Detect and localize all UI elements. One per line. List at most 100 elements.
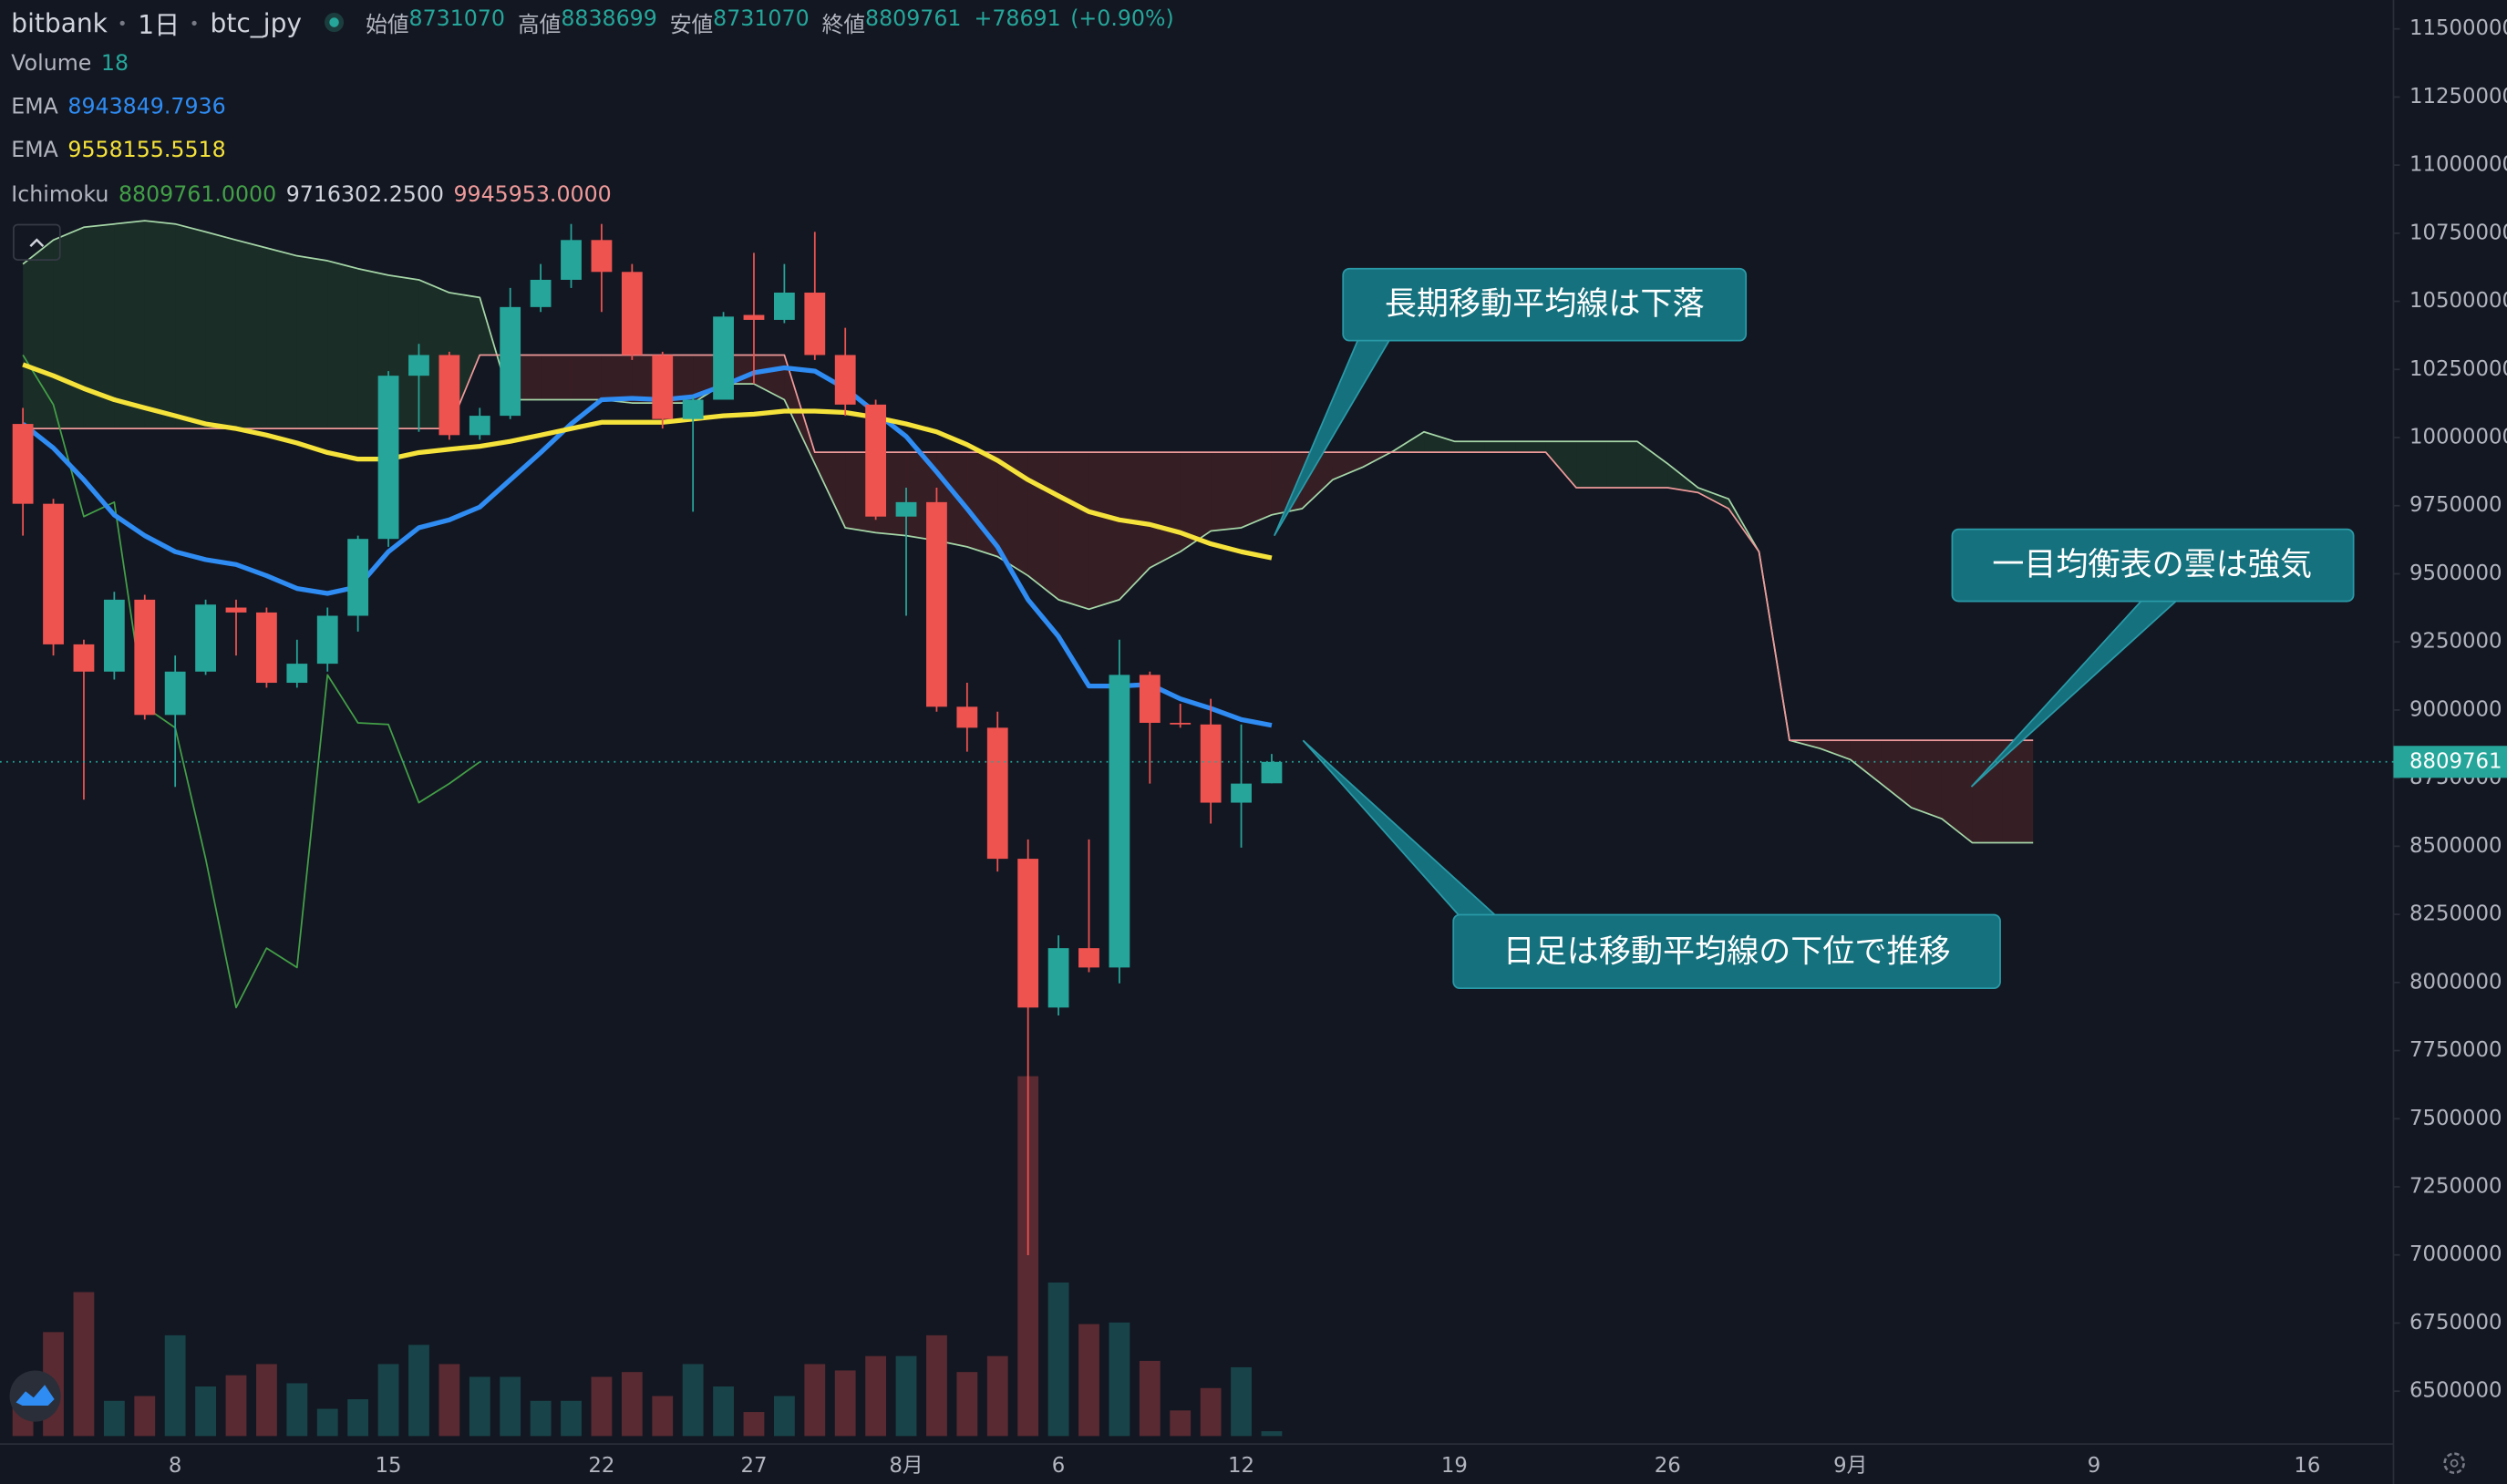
volume-bar bbox=[561, 1400, 582, 1437]
gear-icon[interactable] bbox=[2443, 1452, 2465, 1475]
cloud bbox=[1667, 463, 1698, 493]
y-tick-label: 8250000 bbox=[2409, 902, 2502, 926]
cloud bbox=[175, 223, 206, 429]
ema-line bbox=[22, 362, 1273, 561]
y-tick-label: 11500000 bbox=[2409, 16, 2507, 40]
volume-bar bbox=[1047, 1282, 1069, 1437]
candle-body bbox=[591, 240, 613, 273]
ohlc-label: 高値 bbox=[517, 13, 562, 39]
legend-name[interactable]: Volume bbox=[11, 51, 92, 77]
candle-body bbox=[926, 501, 947, 707]
cloud bbox=[296, 255, 328, 429]
candle-body bbox=[1261, 761, 1283, 784]
volume-bar bbox=[1200, 1387, 1222, 1437]
cloud bbox=[1911, 740, 1942, 819]
legend-row[interactable]: Volume 18 bbox=[11, 51, 129, 77]
callout: 長期移動平均線は下落 bbox=[1273, 267, 1748, 537]
x-tick-label: 19 bbox=[1441, 1454, 1468, 1478]
cloud bbox=[1941, 740, 1973, 843]
volume-bar bbox=[1170, 1410, 1192, 1437]
volume-bar bbox=[743, 1412, 765, 1437]
last-price-label: 8809761 bbox=[2409, 749, 2502, 773]
x-tick-label: 9 bbox=[2088, 1454, 2101, 1478]
ohlc-value: 8838699 bbox=[561, 6, 657, 33]
candle-body bbox=[1109, 675, 1130, 968]
x-tick-label: 8 bbox=[169, 1454, 182, 1478]
cloud bbox=[1424, 431, 1455, 453]
volume-bar bbox=[773, 1396, 795, 1437]
x-tick-label: 16 bbox=[2294, 1454, 2320, 1478]
cloud bbox=[997, 452, 1028, 576]
ohlc-value: 8809761 bbox=[865, 6, 962, 33]
legend-value: 9558155.5518 bbox=[67, 137, 226, 163]
logo[interactable] bbox=[9, 1370, 61, 1422]
cloud bbox=[1027, 452, 1059, 600]
settings-button[interactable] bbox=[2443, 1452, 2465, 1475]
legend-value: 8809761.0000 bbox=[118, 181, 277, 209]
candle-body bbox=[12, 424, 34, 504]
legend-name[interactable]: Ichimoku bbox=[11, 181, 109, 209]
legend-name[interactable]: EMA bbox=[11, 94, 58, 120]
candle-body bbox=[286, 664, 308, 684]
volume-bar bbox=[195, 1386, 216, 1437]
y-tick-label: 8500000 bbox=[2409, 834, 2502, 858]
candle-body bbox=[743, 314, 765, 320]
candle-body bbox=[256, 612, 277, 684]
volume-bar bbox=[652, 1396, 674, 1437]
cloud bbox=[1881, 740, 1912, 808]
legend-name[interactable]: EMA bbox=[11, 137, 58, 163]
cloud bbox=[1211, 452, 1242, 531]
volume-bar bbox=[500, 1376, 521, 1437]
candle-body bbox=[103, 599, 125, 672]
symbol[interactable]: btc_jpy bbox=[210, 6, 303, 38]
x-tick-label: 27 bbox=[740, 1454, 767, 1478]
gear-hub[interactable] bbox=[2450, 1458, 2459, 1468]
volume-bar bbox=[469, 1376, 490, 1437]
interval[interactable]: 1日 bbox=[138, 9, 181, 40]
cloud bbox=[1972, 740, 2003, 843]
volume-bar bbox=[682, 1364, 704, 1437]
candle-body bbox=[469, 416, 490, 436]
y-tick-label: 9000000 bbox=[2409, 697, 2502, 721]
cloud bbox=[1088, 452, 1119, 610]
ema-line bbox=[21, 365, 1273, 728]
collapse-button[interactable] bbox=[13, 223, 61, 261]
cloud bbox=[1697, 488, 1729, 510]
x-tick-label: 22 bbox=[588, 1454, 614, 1478]
plot bbox=[12, 220, 2034, 1437]
volume-bar bbox=[1017, 1076, 1039, 1437]
chevron-path[interactable] bbox=[29, 238, 45, 248]
volume-bar bbox=[1231, 1366, 1252, 1437]
candle-body bbox=[773, 293, 795, 320]
y-tick-label: 9500000 bbox=[2409, 562, 2502, 585]
volume-bar bbox=[377, 1364, 399, 1437]
x-tick-label: 9月 bbox=[1833, 1454, 1867, 1478]
legend-row[interactable]: EMA 8943849.7936 bbox=[11, 95, 225, 120]
volume-bar bbox=[713, 1386, 734, 1437]
cloud bbox=[601, 355, 633, 404]
logo-mark[interactable] bbox=[15, 1385, 55, 1407]
volume-bar bbox=[834, 1370, 856, 1437]
legend-row[interactable]: EMA 9558155.5518 bbox=[11, 138, 225, 163]
y-tick-label: 6500000 bbox=[2409, 1379, 2502, 1403]
volume-bar bbox=[103, 1400, 125, 1437]
ichimoku-lagging bbox=[22, 355, 480, 1009]
y-tick-label: 7000000 bbox=[2409, 1242, 2502, 1266]
volume-bar bbox=[225, 1375, 247, 1437]
y-tick-label: 7500000 bbox=[2409, 1107, 2502, 1130]
y-tick-label: 11000000 bbox=[2409, 153, 2507, 177]
legend-value: 9945953.0000 bbox=[453, 181, 612, 209]
cloud bbox=[83, 223, 115, 429]
legend-value: 9716302.2500 bbox=[285, 181, 444, 209]
callout-text: 一目均衡表の雲は強気 bbox=[1992, 546, 2312, 583]
legend-row[interactable]: Ichimoku 8809761.0000 9716302.2500 99459… bbox=[11, 182, 611, 208]
cloud bbox=[1058, 452, 1089, 610]
cloud bbox=[1454, 441, 1485, 453]
chevron[interactable] bbox=[15, 225, 59, 259]
cloud bbox=[1850, 740, 1882, 784]
cloud bbox=[1515, 441, 1546, 453]
volume-bar bbox=[1139, 1360, 1161, 1437]
separator bbox=[119, 19, 126, 26]
